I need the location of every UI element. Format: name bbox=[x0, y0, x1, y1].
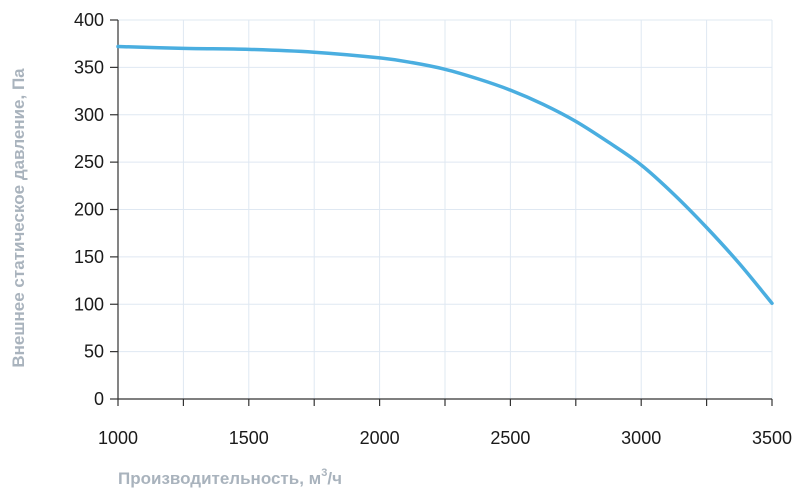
y-axis-title: Внешнее статическое давление, Па bbox=[9, 68, 28, 368]
y-tick-label: 0 bbox=[94, 389, 104, 409]
y-tick-label: 200 bbox=[74, 200, 104, 220]
y-tick-label: 100 bbox=[74, 294, 104, 314]
x-tick-label: 2500 bbox=[490, 428, 530, 448]
y-tick-label: 150 bbox=[74, 247, 104, 267]
x-tick-label: 2000 bbox=[360, 428, 400, 448]
y-tick-label: 300 bbox=[74, 105, 104, 125]
x-tick-label: 3500 bbox=[752, 428, 792, 448]
series-line bbox=[116, 44, 774, 306]
x-axis-title-main: Производительность, м bbox=[118, 469, 321, 488]
x-tick-label: 3000 bbox=[621, 428, 661, 448]
x-tick-label: 1000 bbox=[98, 428, 138, 448]
series-layer bbox=[116, 44, 774, 306]
tick-labels: 0 50 100 150 200 250 300 350 400 1000 1500 2000 2500… bbox=[74, 10, 792, 448]
x-axis-title: Производительность, м3/ч bbox=[118, 467, 342, 488]
y-tick-label: 250 bbox=[74, 152, 104, 172]
x-tick-label: 1500 bbox=[229, 428, 269, 448]
y-tick-label: 50 bbox=[84, 342, 104, 362]
y-tick-label: 350 bbox=[74, 57, 104, 77]
x-axis-title-tail: /ч bbox=[327, 469, 342, 488]
y-tick-label: 400 bbox=[74, 10, 104, 30]
axes bbox=[110, 19, 773, 406]
grid bbox=[118, 19, 773, 399]
x-axis-title-sup: 3 bbox=[321, 467, 327, 479]
